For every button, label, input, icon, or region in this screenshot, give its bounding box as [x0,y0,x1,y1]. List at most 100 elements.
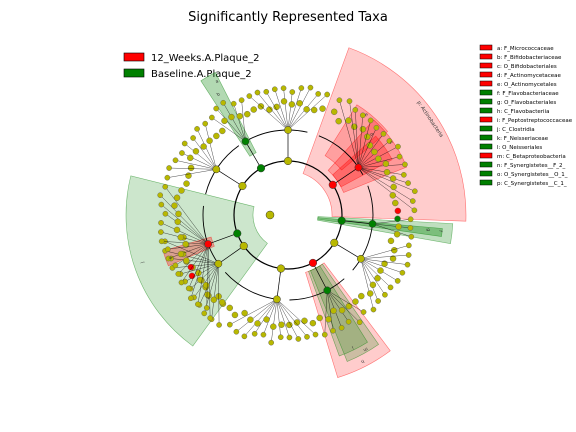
node-mid-96 [250,106,257,113]
node-mid-24 [381,260,388,267]
node-leaf-72 [203,305,210,311]
node-mid-58 [173,194,181,201]
node-leaf-91 [289,89,296,95]
leaf-branch-0 [358,167,415,211]
node-leaf-19 [370,306,377,313]
sector-label-bottom_m: m [362,346,368,353]
node-leaf-6 [396,153,403,160]
sector-label-left_j: j [139,261,145,265]
node-mid-35 [241,309,248,317]
leaf-branch-45 [164,241,219,264]
taxa-legend-label-g: g: O_Flavobacteriales [497,100,556,106]
node-leaf-79 [172,157,179,164]
node-leaf-1 [409,198,416,204]
leaf-branch-29 [327,290,334,331]
node-leaf-40 [277,334,284,340]
node-mid-77 [192,148,200,155]
node-mid-19 [358,292,365,300]
cladogram-tree [157,84,418,346]
node-leaf-14 [346,98,353,104]
node-leaf-42 [295,336,302,342]
node-mid-92 [280,98,288,105]
node-clade-9 [284,126,292,134]
leaf-branch-77 [184,143,217,170]
leaf-branch-78 [181,152,217,170]
node-leaf-33 [360,309,367,315]
node-leaf-64 [165,246,171,252]
node-mid-63 [177,234,184,241]
node-leaf-36 [241,333,248,340]
leaf-branch-82 [241,100,246,142]
leaf-branch-31 [327,290,349,322]
branch-5 [218,245,244,265]
leaf-branch-76 [192,137,217,170]
leaf-branch-52 [193,263,219,298]
sector-label-green_f: f [437,230,443,233]
node-mid-7 [375,155,382,163]
node-leaf-5 [402,161,408,168]
node-mid-75 [206,137,213,144]
node-leaf-34 [227,321,233,328]
node-mid-44 [309,319,317,327]
taxa-legend-label-b: b: F_Bifidobacteriaceae [497,55,562,61]
node-mid-9 [366,142,374,149]
taxa-legend-swatch-f [479,89,493,96]
node-leaf-56 [216,322,222,328]
node-mid-79 [187,164,195,172]
node-mid-61 [174,218,181,225]
node-mid-20 [367,290,374,297]
leaf-branch-33 [327,290,364,313]
node-mid-62 [173,226,181,234]
node-leaf-58 [157,192,164,198]
leaf-branch-26 [360,254,409,259]
sector-left-top [200,72,257,157]
node-leaf-13 [352,107,359,113]
leaf-branch-83 [233,103,246,142]
node-inner-8 [256,164,266,173]
leaf-branch-61 [160,222,209,245]
node-leaf-57 [162,183,169,190]
node-mid-18 [394,215,401,223]
node-inner-7 [238,181,247,191]
node-leaf-25 [404,261,411,268]
leaf-branch-14 [349,101,359,168]
node-mid-6 [382,160,390,167]
leaf-branch-57 [165,186,209,245]
node-leaf-44 [312,331,319,338]
leaf-branch-12 [358,115,363,168]
leaf-branch-9 [358,133,384,168]
leaf-branch-84 [223,102,246,142]
node-mid-91 [288,101,296,108]
node-mid-81 [183,180,190,187]
taxa-legend-label-h: h: C_Flavobacteriia [497,109,549,115]
sector-label-bottom_h: h [360,358,365,365]
branch-0 [332,167,359,186]
branch-4 [276,268,282,300]
node-mid-31 [338,307,346,314]
group-legend-swatch-2 [123,68,145,78]
node-leaf-87 [324,91,330,98]
node-mid-33 [352,298,359,305]
node-mid-87 [319,105,326,112]
node-leaf-59 [158,201,165,208]
node-leaf-8 [386,138,393,144]
node-leaf-69 [185,285,192,292]
leaf-branch-94 [266,91,289,131]
leaf-branch-18 [372,219,411,225]
group-legend-label-2: Baseline.A.Plaque_2 [151,69,252,80]
node-mid-27 [387,237,395,245]
sector-label-red_e: e [363,112,368,118]
taxa-legend-swatch-l [479,143,493,150]
node-mid-16 [393,231,401,238]
node-clade-3 [323,286,332,295]
sector-label-left_k: k [167,255,174,260]
node-clade-1 [368,220,377,228]
node-leaf-43 [304,334,310,340]
node-mid-65 [177,250,185,258]
node-mid-94 [266,106,273,113]
node-inner-3 [308,258,317,267]
node-mid-57 [178,187,185,194]
taxa-legend-label-l: l: O_Neisseriales [497,145,542,151]
leaf-branch-43 [276,299,308,337]
taxa-legend-swatch-j [479,125,493,132]
